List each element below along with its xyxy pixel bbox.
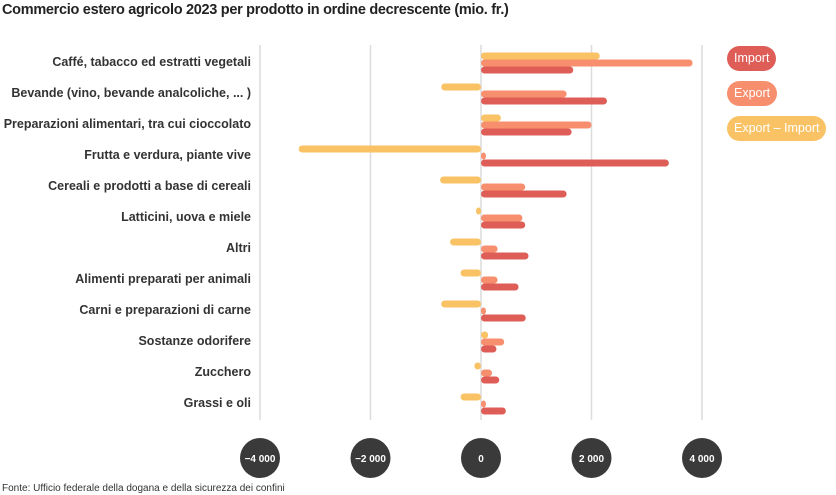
- category-label: Sostanze odorifere: [138, 334, 251, 348]
- tick-label: 4 000: [689, 454, 714, 465]
- tick-label: −4 000: [245, 454, 276, 465]
- bar-export: [481, 152, 486, 160]
- bar-export-import: [441, 83, 481, 91]
- bar-export: [481, 214, 523, 222]
- category-label: Zucchero: [195, 365, 252, 379]
- bar-export-import: [460, 393, 481, 401]
- tick-badge: [571, 438, 612, 478]
- category-label: Alimenti preparati per animali: [75, 272, 251, 286]
- bar-export-import: [441, 300, 481, 308]
- bar-import: [481, 221, 526, 229]
- bar-export-import: [476, 207, 481, 215]
- source-note: Fonte: Ufficio federale della dogana e d…: [2, 483, 285, 494]
- category-label: Carni e preparazioni di carne: [79, 303, 251, 317]
- bar-import: [481, 97, 607, 105]
- bar-export: [481, 90, 567, 98]
- tick-label: 2 000: [579, 454, 604, 465]
- bar-export-import: [460, 269, 481, 277]
- bar-export-import: [440, 176, 481, 184]
- bar-export: [481, 338, 505, 346]
- bar-export-import: [481, 52, 600, 60]
- tick-badge: [350, 438, 391, 478]
- bar-import: [481, 66, 574, 74]
- tick-badge: [461, 438, 501, 478]
- category-label: Latticini, uova e miele: [121, 210, 251, 224]
- bar-export: [481, 59, 693, 67]
- bar-export-import: [298, 145, 481, 153]
- bar-import: [481, 345, 497, 353]
- category-label: Grassi e oli: [184, 396, 251, 410]
- legend-item[interactable]: Import: [727, 46, 777, 71]
- bar-export: [481, 183, 526, 191]
- bar-export: [481, 245, 498, 253]
- bar-export-import: [450, 238, 481, 246]
- category-label: Altri: [226, 241, 251, 255]
- bar-import: [481, 314, 526, 322]
- bar-import: [481, 159, 669, 167]
- bar-export: [481, 307, 486, 315]
- category-label: Cereali e prodotti a base di cereali: [48, 179, 251, 193]
- legend-item[interactable]: Export – Import: [727, 116, 827, 141]
- category-label: Bevande (vino, bevande analcoliche, ... …: [11, 86, 251, 100]
- chart-title: Commercio estero agricolo 2023 per prodo…: [2, 2, 509, 18]
- bar-export: [481, 276, 498, 284]
- bar-import: [481, 376, 500, 384]
- bar-export: [481, 369, 493, 377]
- category-label: Preparazioni alimentari, tra cui cioccol…: [4, 117, 252, 131]
- bar-import: [481, 190, 567, 198]
- tick-label: 0: [478, 454, 484, 465]
- bar-export-import: [481, 114, 501, 122]
- bar-export-import: [481, 331, 489, 339]
- bar-export: [481, 121, 592, 129]
- bar-import: [481, 128, 572, 136]
- category-label: Caffé, tabacco ed estratti vegetali: [52, 55, 251, 69]
- bar-import: [481, 283, 519, 291]
- bar-export: [481, 400, 486, 408]
- bar-export-import: [474, 362, 481, 370]
- category-label: Frutta e verdura, piante vive: [84, 148, 251, 162]
- bar-import: [481, 252, 529, 260]
- tick-label: −2 000: [355, 454, 386, 465]
- tick-badge: [240, 438, 280, 478]
- bar-import: [481, 407, 506, 415]
- legend-item[interactable]: Export: [727, 81, 778, 106]
- tick-badge: [682, 438, 722, 478]
